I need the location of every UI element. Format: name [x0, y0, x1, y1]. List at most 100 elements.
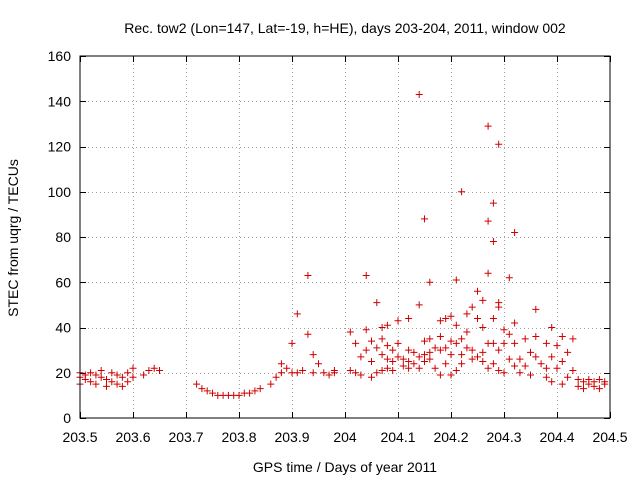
data-point	[283, 364, 291, 372]
data-point	[500, 326, 508, 334]
data-point	[595, 376, 603, 384]
data-point	[124, 378, 132, 386]
data-point	[590, 382, 598, 390]
data-point	[362, 271, 370, 279]
data-point	[235, 391, 243, 399]
data-point	[479, 348, 487, 356]
data-point	[277, 369, 285, 377]
data-point	[484, 364, 492, 372]
data-point	[389, 346, 397, 354]
data-point	[495, 303, 503, 311]
data-point	[415, 353, 423, 361]
data-point	[516, 369, 524, 377]
data-point	[426, 348, 434, 356]
data-point	[479, 296, 487, 304]
data-point	[436, 317, 444, 325]
plot-frame	[79, 55, 611, 419]
data-point	[203, 387, 211, 395]
data-point	[156, 366, 163, 374]
y-tick-labels: 0 20 40 60 80 100 120 140 160	[48, 48, 72, 426]
data-point	[309, 369, 317, 377]
data-point	[421, 357, 428, 365]
data-point	[564, 348, 572, 356]
data-point	[489, 238, 497, 246]
data-point	[511, 339, 519, 347]
data-point	[463, 310, 471, 318]
data-point	[383, 364, 391, 372]
data-point	[521, 335, 529, 343]
data-point	[415, 364, 423, 372]
y-tick-label: 40	[55, 320, 71, 336]
data-point	[532, 333, 540, 341]
data-point	[410, 348, 418, 356]
data-point	[346, 366, 354, 374]
chart-title: Rec. tow2 (Lon=147, Lat=-19, h=HE), days…	[124, 20, 566, 36]
data-point	[548, 324, 556, 331]
data-point	[537, 360, 545, 368]
data-point	[442, 314, 450, 322]
x-tick-label: 203.8	[221, 429, 256, 445]
data-point	[304, 271, 312, 279]
x-tick-label: 204.2	[433, 429, 468, 445]
data-point	[479, 357, 487, 365]
data-point	[479, 324, 487, 331]
data-point	[405, 364, 413, 372]
data-point	[315, 360, 322, 368]
data-point	[495, 366, 503, 374]
data-point	[463, 344, 471, 352]
data-point	[193, 380, 201, 388]
data-point	[574, 382, 582, 390]
data-point	[103, 382, 110, 390]
data-point	[108, 378, 116, 386]
data-point	[436, 346, 444, 354]
data-point	[585, 380, 593, 388]
data-point	[452, 339, 460, 347]
data-point	[532, 305, 540, 313]
data-point	[87, 378, 95, 386]
data-point	[553, 364, 561, 372]
data-point	[405, 346, 413, 354]
data-point	[346, 328, 354, 336]
data-point	[415, 301, 423, 309]
data-point	[484, 269, 492, 277]
data-point	[357, 353, 365, 361]
data-point	[399, 355, 407, 363]
data-point	[421, 351, 428, 359]
data-point	[118, 382, 126, 390]
data-point	[468, 303, 476, 311]
data-point	[458, 335, 466, 343]
data-point	[527, 348, 534, 356]
data-point	[511, 362, 519, 370]
data-point	[362, 346, 370, 354]
data-point	[288, 339, 296, 347]
data-point	[246, 389, 254, 397]
data-point	[256, 385, 264, 393]
data-point	[113, 371, 121, 379]
x-tick-label: 203.5	[62, 429, 97, 445]
data-point	[595, 385, 603, 393]
data-point	[293, 369, 301, 377]
data-point	[426, 335, 434, 343]
data-point	[383, 342, 391, 350]
data-point	[569, 366, 577, 374]
data-point	[580, 378, 587, 386]
data-point	[251, 387, 259, 395]
data-point	[383, 321, 391, 329]
data-point	[124, 369, 132, 377]
data-point	[389, 366, 397, 374]
data-point	[108, 369, 116, 377]
y-tick-label: 60	[55, 274, 71, 290]
data-point	[129, 364, 137, 372]
y-tick-label: 0	[63, 410, 71, 426]
data-point	[580, 385, 587, 393]
data-point	[452, 276, 460, 284]
data-point	[368, 337, 375, 345]
data-point	[368, 357, 375, 365]
data-point	[405, 314, 413, 322]
data-point	[542, 373, 550, 381]
data-point	[97, 366, 105, 374]
data-point	[458, 188, 466, 196]
data-point	[489, 339, 497, 347]
data-point	[118, 373, 126, 381]
